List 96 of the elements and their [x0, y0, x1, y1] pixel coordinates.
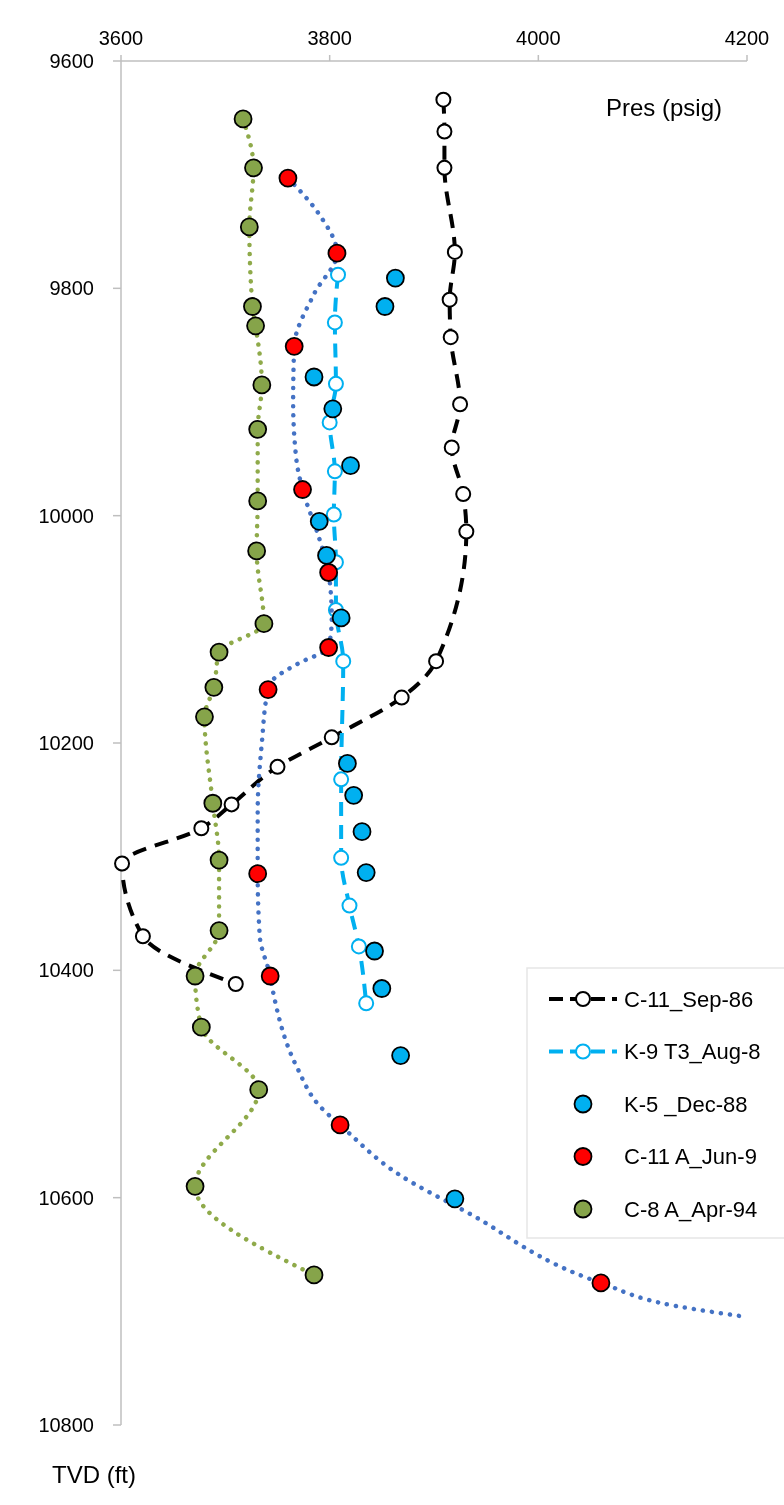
point: [319, 563, 339, 582]
point: [365, 941, 384, 961]
point: [428, 653, 445, 670]
point: [304, 1265, 324, 1285]
point: [350, 938, 367, 955]
point: [323, 729, 340, 746]
point: [338, 754, 357, 773]
point: [284, 336, 304, 356]
point: [326, 463, 343, 480]
y-tick-label: 10200: [38, 732, 94, 754]
point: [185, 966, 205, 986]
legend-label: C-11_Sep-86: [624, 986, 754, 1012]
point: [445, 1189, 465, 1209]
point: [248, 864, 268, 884]
point: [227, 975, 244, 992]
x-tick-label: 4000: [516, 27, 561, 49]
point: [239, 217, 259, 237]
point: [204, 677, 224, 697]
point: [233, 109, 253, 129]
point: [386, 268, 405, 288]
point: [335, 653, 352, 670]
point: [244, 158, 263, 178]
point: [134, 928, 151, 945]
point: [436, 159, 453, 176]
point: [304, 367, 324, 387]
y-axis-title: TVD (ft): [52, 1461, 136, 1488]
point: [333, 849, 350, 866]
point: [209, 921, 229, 940]
point: [330, 266, 347, 283]
point: [191, 1017, 211, 1037]
legend-label: C-11 A_Jun-9: [624, 1144, 757, 1170]
point: [356, 863, 376, 882]
point: [327, 243, 347, 263]
point: [372, 979, 392, 998]
legend-label: C-8 A_Apr-94: [624, 1196, 758, 1222]
point: [458, 523, 475, 540]
point: [209, 642, 229, 662]
point: [327, 375, 344, 392]
point: [249, 1080, 269, 1100]
point: [254, 614, 274, 634]
point: [452, 396, 469, 413]
point: [193, 820, 210, 837]
point: [203, 793, 223, 813]
point: [325, 506, 342, 523]
point: [185, 1176, 205, 1196]
point: [195, 707, 214, 727]
point: [341, 456, 360, 476]
point: [331, 608, 351, 628]
legend-label: K-9 T3_Aug-8: [624, 1039, 761, 1065]
point: [326, 314, 343, 331]
legend-label: K-5 _Dec-88: [624, 1091, 748, 1117]
point: [591, 1273, 611, 1293]
x-tick-label: 3600: [98, 27, 144, 49]
point: [243, 297, 262, 316]
y-tick-label: 10600: [38, 1186, 94, 1209]
y-tick-label: 10800: [38, 1414, 94, 1436]
point: [248, 419, 268, 439]
point: [333, 771, 350, 788]
point: [375, 297, 395, 316]
point: [323, 399, 343, 419]
x-tick-label: 3800: [307, 27, 352, 49]
point: [435, 91, 452, 108]
point: [248, 491, 268, 511]
point: [344, 785, 364, 805]
point: [223, 796, 240, 813]
point: [330, 1115, 350, 1135]
point: [391, 1046, 411, 1065]
point: [341, 897, 358, 914]
y-tick-label: 10400: [38, 959, 94, 982]
point: [442, 329, 459, 346]
point: [278, 168, 298, 188]
point: [358, 995, 375, 1012]
point: [209, 850, 229, 870]
point: [246, 316, 265, 336]
point: [319, 638, 339, 657]
y-tick-label: 9800: [49, 277, 94, 300]
x-axis-title: Pres (psig): [605, 94, 722, 121]
point: [293, 480, 312, 499]
y-tick-label: 9600: [49, 50, 94, 72]
point: [441, 291, 458, 308]
point: [309, 511, 329, 531]
point: [114, 855, 131, 872]
point: [260, 966, 280, 986]
point: [436, 123, 453, 140]
y-tick-label: 10000: [38, 504, 94, 527]
point: [252, 375, 272, 395]
point: [352, 822, 372, 842]
point: [247, 541, 267, 561]
point: [269, 758, 286, 775]
point: [258, 680, 278, 699]
point: [455, 486, 472, 503]
x-tick-label: 4200: [724, 27, 770, 49]
point: [317, 546, 336, 565]
point: [393, 689, 410, 706]
point: [443, 439, 460, 456]
point: [446, 243, 463, 260]
